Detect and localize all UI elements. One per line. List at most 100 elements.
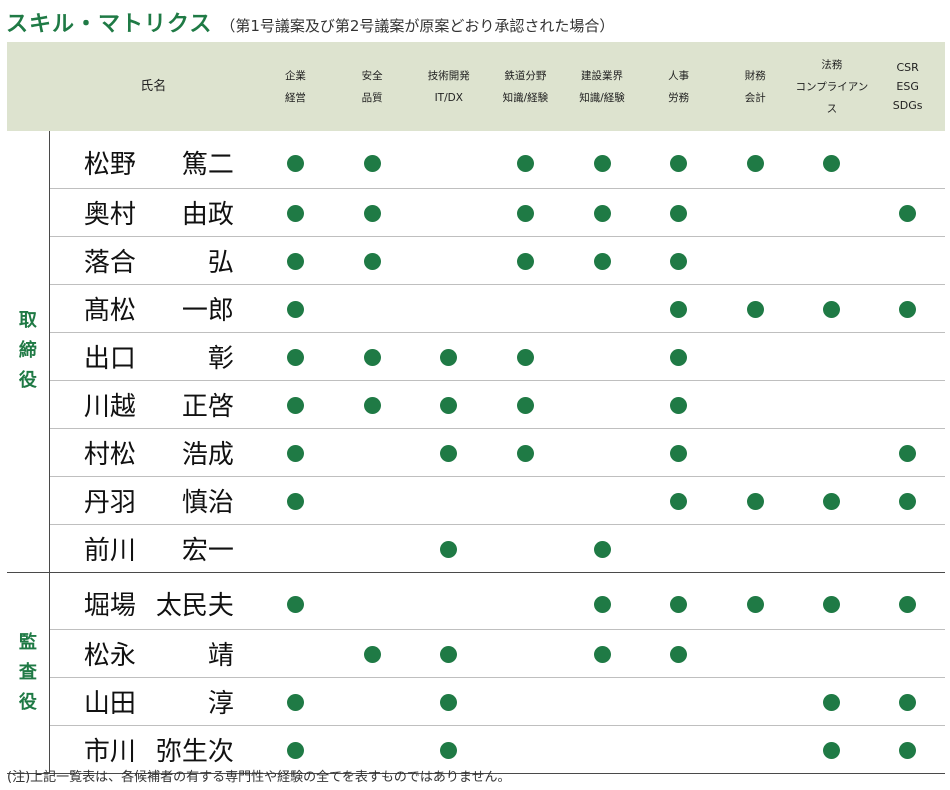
member-surname: 髙松 xyxy=(83,295,136,326)
skill-cell xyxy=(410,236,488,285)
table-row: 落合 弘 xyxy=(7,236,945,285)
skill-cell xyxy=(716,188,794,237)
skill-dot-icon xyxy=(286,252,304,270)
table-row: 川越 正啓 xyxy=(7,380,945,429)
member-name: 落合 弘 xyxy=(49,236,258,285)
skill-cell xyxy=(333,677,411,726)
header-skill-line: IT/DX xyxy=(434,91,463,104)
member-given-name: 宏一 xyxy=(181,535,234,566)
skill-cell xyxy=(870,428,945,477)
header-skill-line: 安全 xyxy=(361,69,383,82)
page-title: スキル・マトリクス xyxy=(6,12,213,37)
footnote: (注)上記一覧表は、各候補者の有する専門性や経験の全てを表すものではありません。 xyxy=(7,770,511,785)
skill-cell xyxy=(716,380,794,429)
skill-dot-icon xyxy=(823,741,841,759)
skill-cell xyxy=(410,629,488,678)
skill-cell xyxy=(640,428,717,477)
skill-dot-icon xyxy=(670,596,688,613)
skill-cell xyxy=(257,677,334,726)
member-surname: 川越 xyxy=(83,391,136,422)
header-skill-0: 企業 経営 xyxy=(257,42,334,131)
role-char: 監 xyxy=(18,631,37,653)
skill-cell xyxy=(870,284,945,333)
skill-cell xyxy=(257,524,334,573)
skill-dot-icon xyxy=(286,154,304,172)
table-row: 取締役取締役松野篤二 xyxy=(7,131,945,573)
member-surname: 丹羽 xyxy=(83,487,136,518)
header-skill-line: 企業 xyxy=(284,69,306,82)
skill-cell xyxy=(870,236,945,285)
header-skill-3: 鉄道分野 知識/経験 xyxy=(487,42,564,131)
member-name-wrap: 出口 彰 xyxy=(84,338,234,375)
skill-dot-icon xyxy=(516,444,534,462)
skill-cell xyxy=(563,629,641,678)
skill-cell xyxy=(257,188,334,237)
skill-cell xyxy=(640,236,717,285)
table-row: 村松 浩成 xyxy=(7,428,945,477)
skill-cell xyxy=(793,572,871,630)
member-name-wrap: 川越 正啓 xyxy=(84,386,234,423)
skill-dot-icon xyxy=(593,204,611,222)
skill-cell xyxy=(257,572,334,630)
member-surname: 松野 xyxy=(83,149,136,180)
skill-cell xyxy=(333,629,411,678)
skill-cell xyxy=(793,629,871,678)
header-skill-2: 技術開発 IT/DX xyxy=(410,42,488,131)
skill-cell xyxy=(333,428,411,477)
member-name-wrap: 山田 淳 xyxy=(84,683,234,720)
header-skill-line: コンプライアンス xyxy=(795,80,869,115)
skill-dot-icon xyxy=(440,645,458,663)
member-name: 丹羽 慎治 xyxy=(49,476,258,525)
header-skill-1: 安全 品質 xyxy=(333,42,411,131)
member-given-name: 浩成 xyxy=(181,439,234,470)
table-row: 監査役監査役堀場太民夫 xyxy=(7,572,945,774)
skill-cell xyxy=(410,524,488,573)
skill-cell xyxy=(257,236,334,285)
role-char: 役 xyxy=(18,370,37,392)
skill-cell xyxy=(487,629,564,678)
member-given-name: 彰 xyxy=(207,343,234,374)
skill-dot-icon xyxy=(516,154,534,172)
skill-cell xyxy=(640,131,717,189)
skill-cell xyxy=(410,428,488,477)
skill-dot-icon xyxy=(823,300,841,318)
skill-dot-icon xyxy=(899,204,917,222)
skill-cell xyxy=(793,332,871,381)
skill-cell xyxy=(257,629,334,678)
skill-cell xyxy=(870,188,945,237)
skill-cell xyxy=(563,131,641,189)
skill-dot-icon xyxy=(746,154,764,172)
skill-dot-icon xyxy=(670,444,688,462)
skill-cell xyxy=(563,188,641,237)
skill-dot-icon xyxy=(286,348,304,366)
member-surname: 山田 xyxy=(83,688,136,719)
member-given-name: 弘 xyxy=(207,247,234,278)
skill-cell xyxy=(333,725,411,774)
table-row: 松永 靖 xyxy=(7,629,945,678)
member-given-name: 淳 xyxy=(207,688,234,719)
page-subtitle: （第1号議案及び第2号議案が原案どおり承認された場合） xyxy=(220,17,615,35)
member-given-name: 太民夫 xyxy=(155,591,234,621)
member-given-name: 由政 xyxy=(181,199,234,230)
skill-dot-icon xyxy=(440,540,458,558)
header-name: 氏名 xyxy=(49,42,258,131)
skill-cell xyxy=(870,131,945,189)
skill-cell xyxy=(870,572,945,630)
skill-cell xyxy=(333,332,411,381)
skill-dot-icon xyxy=(899,444,917,462)
header-skill-line: CSR xyxy=(896,61,919,74)
skill-cell xyxy=(333,572,411,630)
skill-cell xyxy=(563,284,641,333)
member-given-name: 篤二 xyxy=(181,149,234,180)
role-char: 査 xyxy=(18,661,37,683)
member-name: 村松 浩成 xyxy=(49,428,258,477)
skill-dot-icon xyxy=(363,204,381,222)
skill-cell xyxy=(640,284,717,333)
skill-dot-icon xyxy=(899,693,917,711)
skill-cell xyxy=(333,380,411,429)
skill-cell xyxy=(563,428,641,477)
skill-cell xyxy=(487,524,564,573)
skill-cell xyxy=(716,629,794,678)
skill-dot-icon xyxy=(593,596,611,613)
skill-cell xyxy=(716,332,794,381)
